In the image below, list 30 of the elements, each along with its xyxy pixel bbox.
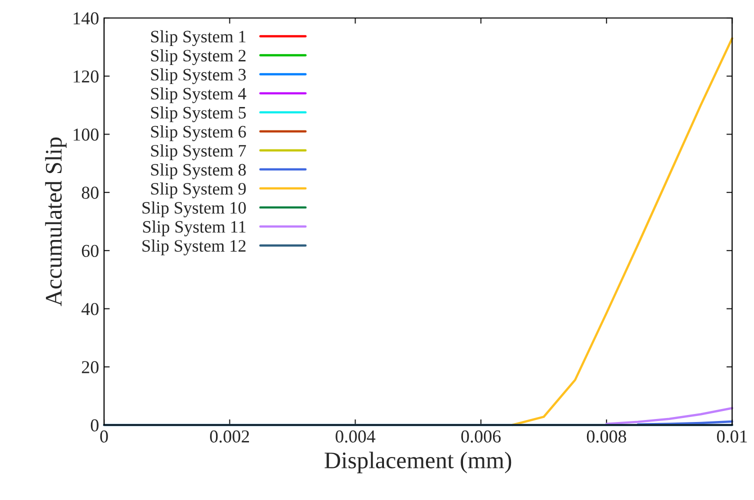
y-axis-title: Accumulated Slip xyxy=(45,138,67,306)
y-tick-label: 120 xyxy=(74,70,99,83)
legend-label: Slip System 9 xyxy=(151,182,246,198)
legend-label: Slip System 3 xyxy=(151,68,246,84)
y-tick-label: 20 xyxy=(82,361,99,374)
legend-label: Slip System 1 xyxy=(151,30,246,46)
line-series xyxy=(511,37,734,426)
y-tick-label: 60 xyxy=(82,244,99,258)
legend-label: Slip System 5 xyxy=(151,106,246,122)
legend-label: Slip System 6 xyxy=(151,125,246,142)
x-tick-label: 0.004 xyxy=(336,430,376,443)
y-tick-label: 80 xyxy=(82,186,99,199)
legend-label: Slip System 10 xyxy=(142,201,246,218)
legend-label: Slip System 4 xyxy=(151,87,246,104)
x-tick-label: 0.01 xyxy=(717,430,747,443)
legend-label: Slip System 7 xyxy=(151,144,246,160)
y-tick-label: 140 xyxy=(74,12,99,24)
legend-label: Slip System 12 xyxy=(142,240,246,256)
y-tick-label: 0 xyxy=(90,419,99,432)
x-tick-label: 0.006 xyxy=(461,430,501,443)
x-tick-label: 0.008 xyxy=(586,430,626,443)
line-series xyxy=(605,407,734,425)
y-tick-label: 100 xyxy=(74,128,99,141)
x-axis-title: Displacement (mm) xyxy=(324,452,512,474)
y-tick-label: 40 xyxy=(81,302,99,316)
legend-label: Slip System 8 xyxy=(151,163,246,180)
legend-label: Slip System 2 xyxy=(151,49,246,66)
x-tick-label: 0.002 xyxy=(210,430,249,443)
x-tick-label: 0 xyxy=(100,430,108,443)
legend-label: Slip System 11 xyxy=(143,220,246,236)
